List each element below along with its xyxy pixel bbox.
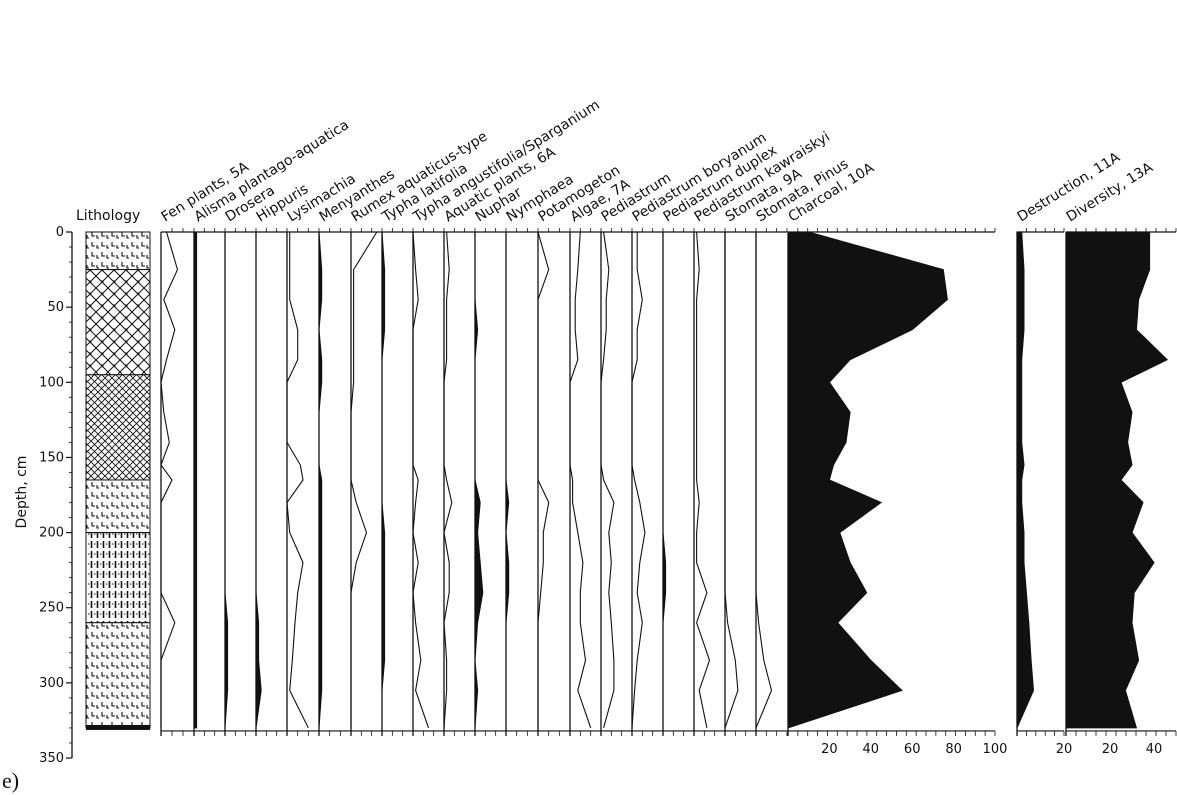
series-line (286, 232, 309, 729)
series-line (724, 232, 739, 729)
depth-tick-label: 350 (39, 751, 64, 766)
x-tick-label: 20 (1056, 742, 1073, 757)
series-area (662, 232, 667, 728)
depth-tick-label: 0 (56, 225, 64, 240)
series-line (755, 232, 773, 729)
lithology-base (86, 724, 150, 730)
series-area (193, 231, 198, 729)
depth-tick-label: 50 (47, 300, 64, 315)
series-line (696, 231, 711, 729)
depth-tick-label: 100 (39, 375, 64, 390)
lithology-label: Lithology (76, 208, 140, 224)
series-area (787, 231, 948, 729)
lithology-layer (85, 622, 151, 729)
series-area (318, 231, 323, 728)
lithology-layer (85, 532, 151, 624)
depth-tick-label: 300 (39, 676, 64, 691)
lithology-layer (85, 479, 151, 534)
panel-5: Menyanthes (317, 166, 398, 736)
series-area (224, 232, 229, 728)
series-area (505, 232, 510, 728)
series-line (537, 231, 550, 728)
x-tick-label: 40 (863, 742, 880, 757)
figure-letter: e) (2, 768, 19, 793)
x-tick-label: 20 (821, 742, 838, 757)
x-tick-label: 80 (945, 742, 962, 757)
x-tick-label: 60 (904, 742, 921, 757)
series-area (381, 231, 386, 728)
depth-axis: 0 50 100 150 200 250 300 350 (39, 225, 73, 766)
x-tick-label: 100 (983, 742, 1008, 757)
lithology-layer (85, 374, 151, 481)
panel-7: Typha latifolia (379, 160, 471, 736)
series-area (474, 232, 484, 728)
series-line (631, 232, 646, 728)
x-tick-label: 40 (1146, 742, 1163, 757)
series-area (1016, 231, 1035, 729)
depth-tick-label: 150 (39, 450, 64, 465)
panel-3: Hippuris (254, 181, 311, 736)
series-line (160, 231, 179, 728)
panel-2: Drosera (223, 183, 278, 736)
panel-0: Fen plants, 5A (159, 159, 252, 736)
series-area (1065, 231, 1169, 729)
panel-11: Nymphaea (504, 172, 577, 736)
depth-tick-label: 250 (39, 601, 64, 616)
lithology-column: Lithology (76, 208, 151, 730)
series-line (412, 231, 430, 729)
panel-9: Aquatic plants, 6A (442, 144, 559, 736)
y-axis-title: Depth, cm (14, 456, 30, 529)
series-line (569, 231, 592, 729)
depth-tick-label: 200 (39, 526, 64, 541)
series-line (350, 231, 378, 728)
panel-10: Nuphar (473, 184, 525, 736)
lithology-layer (85, 231, 151, 271)
lithology-layer (85, 269, 151, 376)
series-area (255, 232, 262, 728)
series-line (600, 231, 615, 729)
series-line (443, 231, 453, 728)
x-tick-label: 20 (1102, 742, 1119, 757)
